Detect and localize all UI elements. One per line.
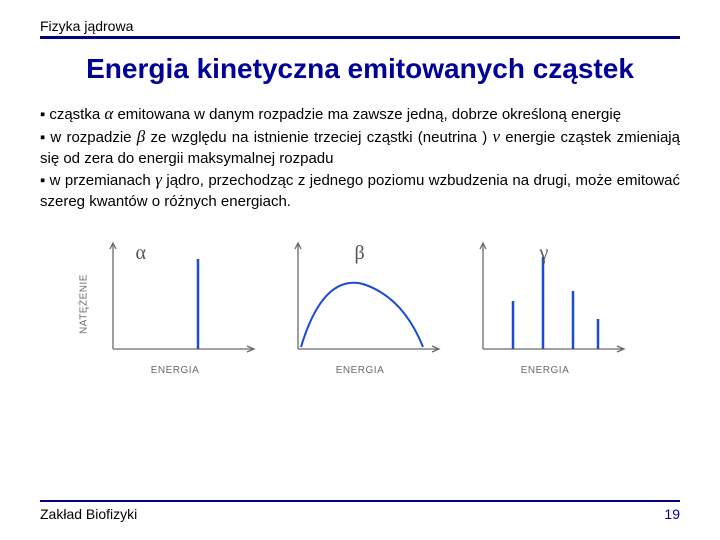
page-number: 19	[664, 506, 680, 522]
footer: Zakład Biofizyki 19	[40, 500, 680, 522]
footer-left: Zakład Biofizyki	[40, 506, 137, 522]
bullet-icon: ▪	[40, 172, 46, 189]
footer-rule	[40, 500, 680, 502]
gamma-symbol: γ	[155, 170, 162, 189]
b2-pre: w rozpadzie	[50, 129, 136, 146]
b2-mid: ze względu na istnienie trzeciej cząstki…	[145, 129, 492, 146]
beta-symbol: β	[137, 127, 145, 146]
header-rule	[40, 36, 680, 39]
xlabel: ENERGIA	[521, 365, 570, 376]
chart-alpha-svg	[88, 234, 263, 374]
header-label: Fizyka jądrowa	[40, 18, 680, 34]
chart-gamma-symbol: γ	[540, 242, 549, 265]
chart-alpha-symbol: α	[136, 242, 146, 265]
b1-post: emitowana w danym rozpadzie ma zawsze je…	[113, 106, 621, 123]
body-text: ▪cząstka α emitowana w danym rozpadzie m…	[40, 103, 680, 212]
b1-pre: cząstka	[49, 106, 104, 123]
ylabel: NATĘŻENIE	[78, 274, 89, 334]
xlabel: ENERGIA	[336, 365, 385, 376]
page-title: Energia kinetyczna emitowanych cząstek	[40, 53, 680, 85]
charts-row: NATĘŻENIE α ENERGIA β ENERGIA γ	[40, 234, 680, 374]
bullet-icon: ▪	[40, 106, 45, 123]
chart-alpha: NATĘŻENIE α ENERGIA	[88, 234, 263, 374]
xlabel: ENERGIA	[151, 365, 200, 376]
chart-beta-symbol: β	[355, 242, 365, 265]
nu-symbol: ν	[492, 127, 500, 146]
b3-pre: w przemianach	[50, 172, 156, 189]
alpha-symbol: α	[104, 104, 113, 123]
bullet-icon: ▪	[40, 129, 46, 146]
chart-beta: β ENERGIA	[273, 234, 448, 374]
chart-gamma: γ ENERGIA	[458, 234, 633, 374]
